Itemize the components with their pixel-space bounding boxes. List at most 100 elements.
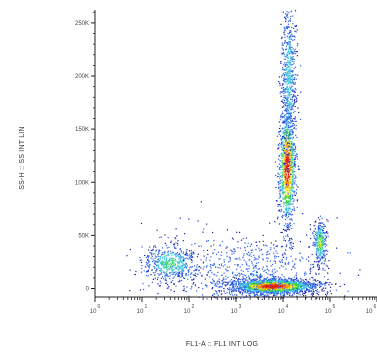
data-point xyxy=(280,285,282,287)
data-point xyxy=(300,279,302,281)
data-point xyxy=(243,284,245,286)
data-point xyxy=(291,238,293,241)
data-point xyxy=(289,18,292,20)
data-point xyxy=(282,87,284,89)
data-point xyxy=(306,288,308,290)
data-point xyxy=(235,277,237,279)
data-point xyxy=(202,261,205,263)
data-point xyxy=(156,269,158,271)
data-point xyxy=(322,240,324,243)
data-point xyxy=(152,261,154,263)
data-point xyxy=(284,178,286,180)
data-point xyxy=(287,181,289,183)
data-point xyxy=(253,285,255,287)
data-point xyxy=(174,259,176,261)
data-point xyxy=(286,106,288,108)
data-point xyxy=(224,292,226,294)
data-point xyxy=(247,275,250,277)
data-point xyxy=(223,278,225,280)
data-point xyxy=(263,282,265,284)
data-point xyxy=(281,287,283,289)
data-point xyxy=(157,261,159,263)
data-point xyxy=(285,225,288,227)
data-point xyxy=(286,108,288,110)
data-point xyxy=(180,276,182,278)
data-point xyxy=(282,72,284,75)
data-point xyxy=(292,175,294,177)
data-point xyxy=(315,234,317,236)
data-point xyxy=(284,167,287,169)
data-point xyxy=(281,100,283,102)
data-point xyxy=(317,239,319,241)
data-point xyxy=(289,179,291,181)
data-point xyxy=(287,76,289,79)
data-point xyxy=(285,159,287,161)
data-point xyxy=(221,274,223,276)
data-point xyxy=(288,124,290,126)
data-point xyxy=(206,265,208,267)
data-point xyxy=(284,186,286,188)
data-point xyxy=(185,268,188,270)
data-point xyxy=(222,281,224,283)
data-point xyxy=(288,208,290,210)
data-point xyxy=(259,249,261,252)
data-point xyxy=(170,240,172,242)
data-point xyxy=(286,182,288,184)
data-point xyxy=(285,194,287,196)
data-point xyxy=(254,265,256,268)
data-point xyxy=(290,115,293,117)
data-point xyxy=(329,282,331,284)
data-point xyxy=(288,20,290,22)
data-point xyxy=(161,264,163,267)
data-point xyxy=(160,269,162,271)
data-point xyxy=(229,287,231,289)
data-point xyxy=(252,281,254,283)
data-point xyxy=(294,145,297,147)
data-point xyxy=(278,81,280,83)
data-point xyxy=(166,262,169,264)
data-point xyxy=(278,131,281,133)
data-point xyxy=(319,241,321,243)
data-point xyxy=(280,37,283,39)
data-point xyxy=(276,282,279,284)
data-point xyxy=(234,290,236,292)
data-point xyxy=(281,176,283,178)
data-point xyxy=(194,243,196,245)
data-point xyxy=(312,242,314,244)
data-point xyxy=(283,151,285,153)
data-point xyxy=(279,125,281,127)
data-point xyxy=(283,116,285,118)
data-point xyxy=(299,283,301,286)
data-point xyxy=(286,56,288,58)
data-point xyxy=(173,283,175,285)
data-point xyxy=(266,283,268,285)
data-point xyxy=(235,290,237,292)
data-point xyxy=(322,242,324,245)
data-point xyxy=(283,51,285,53)
data-point xyxy=(280,138,282,140)
data-point xyxy=(286,146,288,148)
data-point xyxy=(219,245,221,247)
data-point xyxy=(190,276,192,278)
data-point xyxy=(281,216,283,218)
data-point xyxy=(280,116,282,118)
data-point xyxy=(291,194,293,196)
data-point xyxy=(178,261,180,263)
data-point xyxy=(290,291,292,293)
data-point xyxy=(232,284,234,286)
data-point xyxy=(287,66,290,68)
data-point xyxy=(283,42,285,44)
data-point xyxy=(280,294,282,296)
data-point xyxy=(292,137,294,139)
data-point xyxy=(293,161,295,163)
data-point xyxy=(248,287,250,290)
data-point xyxy=(285,156,287,158)
data-point xyxy=(259,274,261,276)
data-point xyxy=(286,86,288,88)
data-point xyxy=(290,237,292,239)
data-point xyxy=(177,262,179,264)
data-point xyxy=(161,262,164,265)
data-point xyxy=(294,267,296,269)
data-point xyxy=(292,133,294,135)
data-point xyxy=(189,266,191,268)
